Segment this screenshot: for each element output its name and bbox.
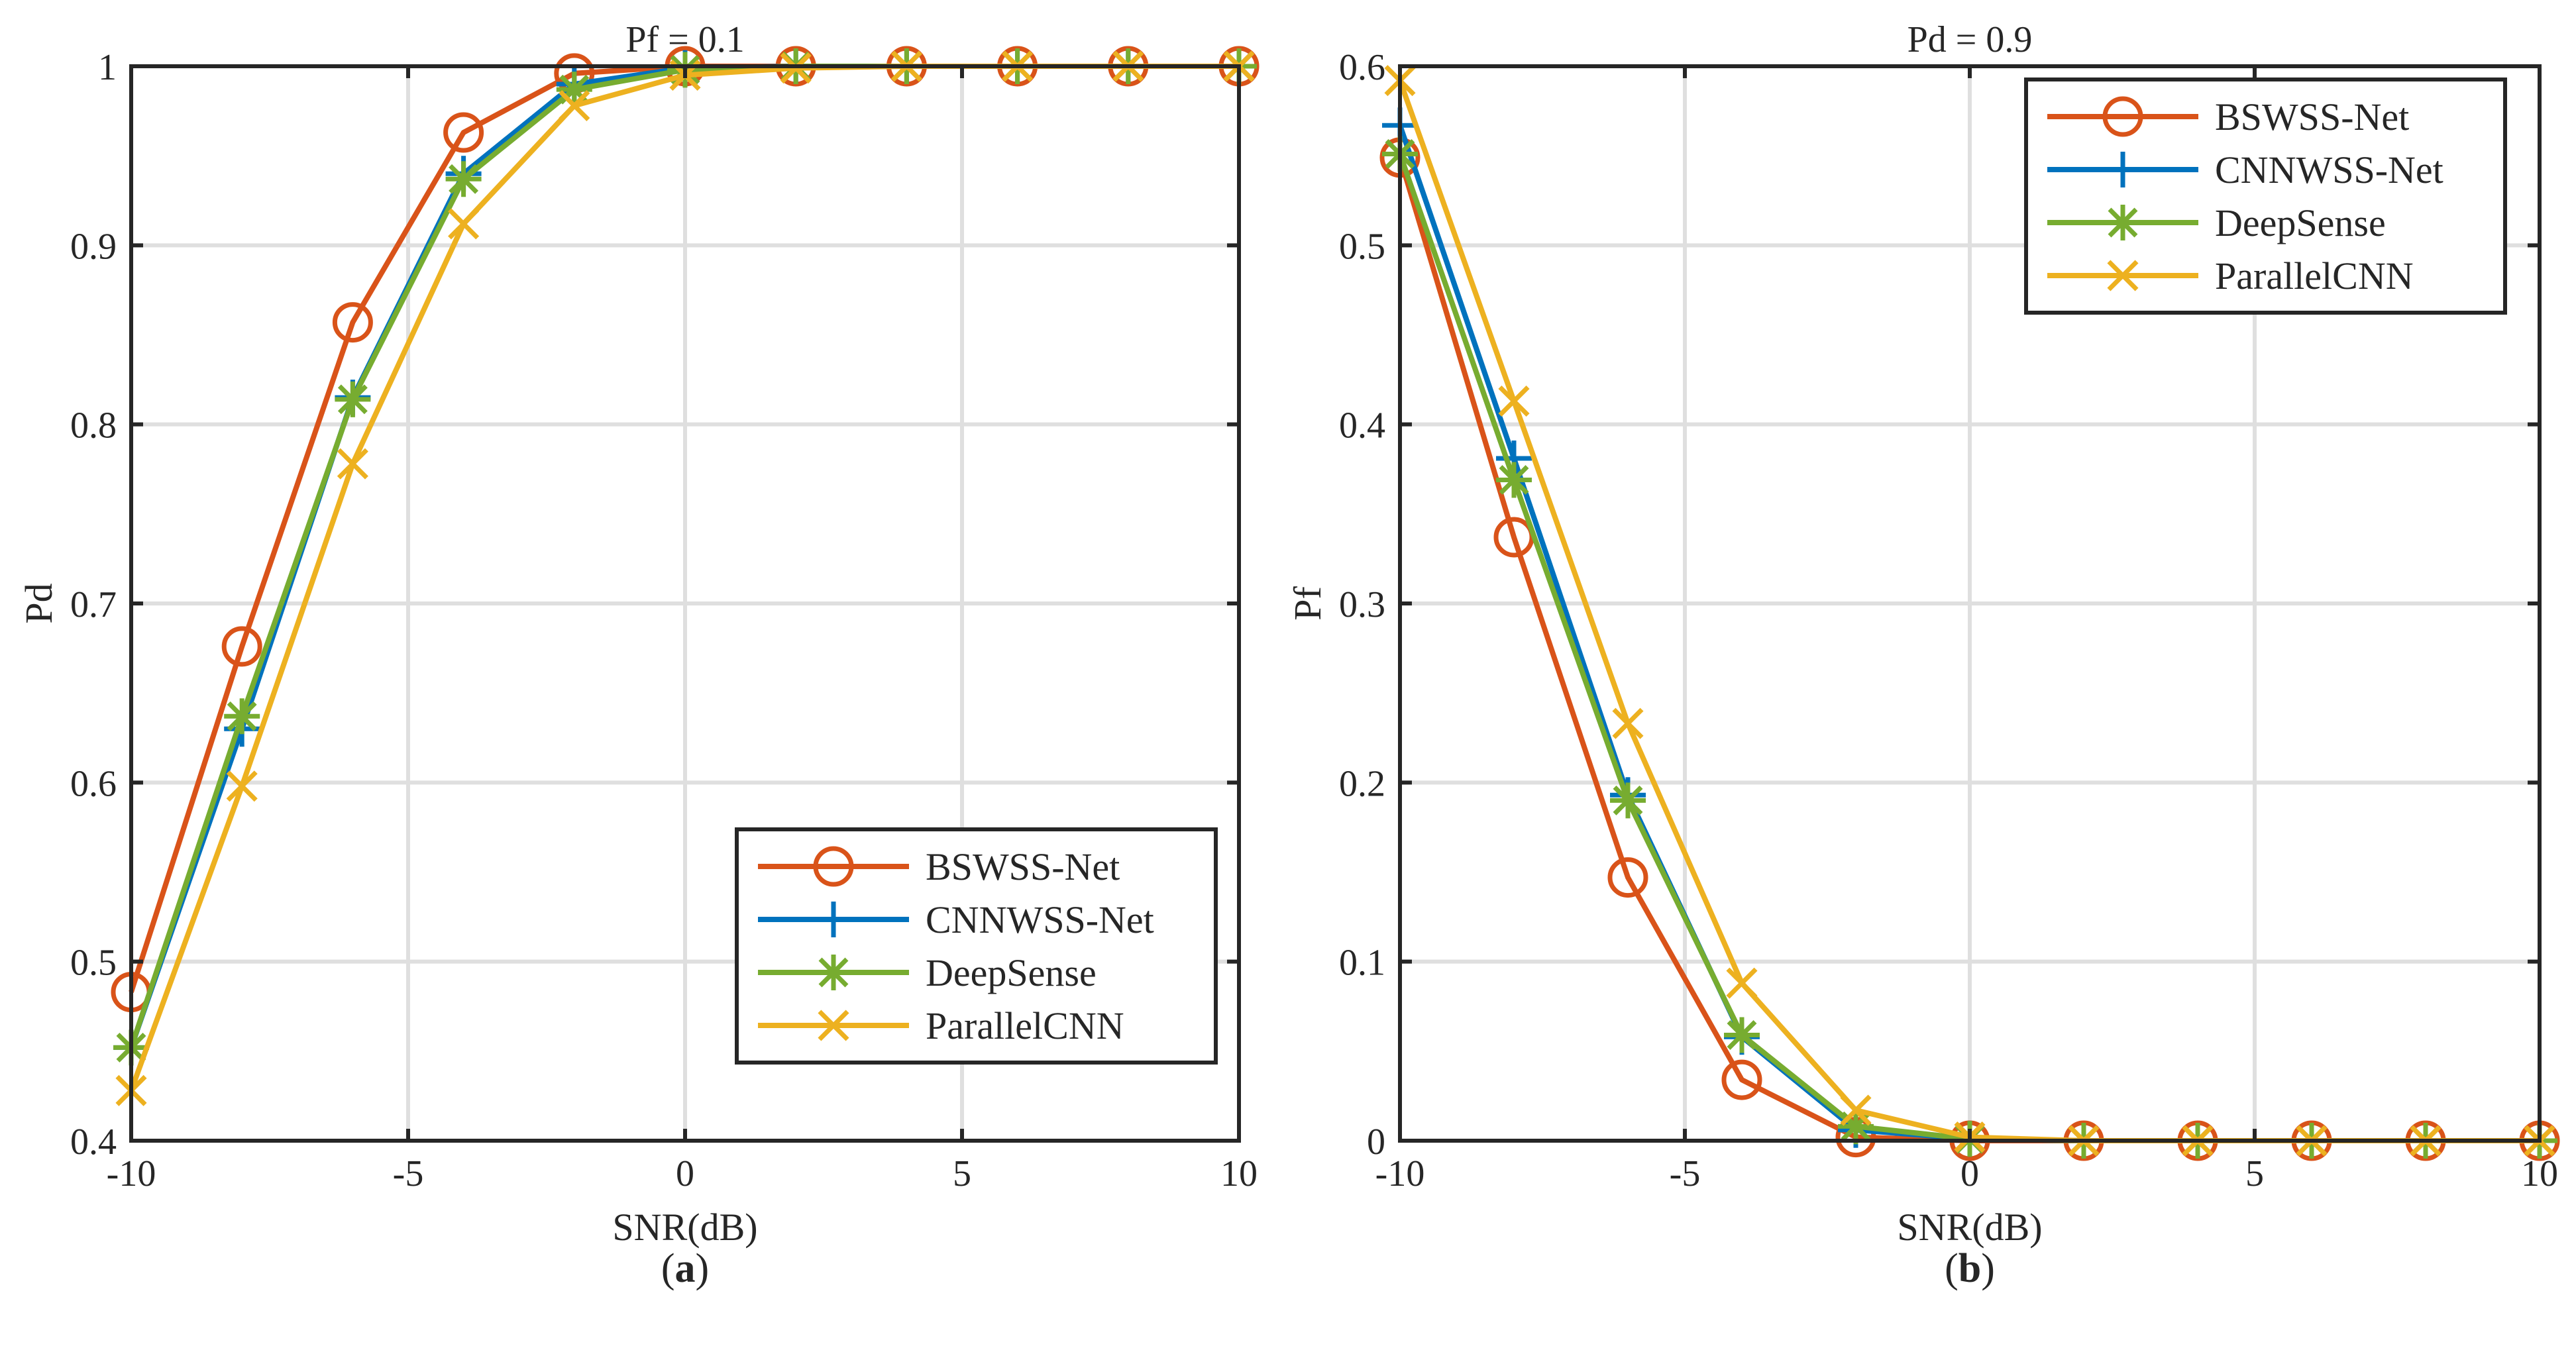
data-point (559, 89, 590, 122)
data-point (335, 381, 371, 417)
x-tick-label: 5 (2245, 1153, 2264, 1194)
x-axis-title: SNR(dB) (612, 1206, 757, 1249)
legend-marker (2105, 152, 2141, 187)
y-tick-label: 0.6 (70, 763, 117, 804)
panel-label-letter: b (1959, 1246, 1981, 1291)
chart-title: Pf = 0.1 (625, 19, 744, 60)
data-point (224, 698, 260, 735)
data-point (1721, 1059, 1762, 1100)
legend-marker (2102, 96, 2143, 137)
legend-label: CNNWSS-Net (2215, 148, 2443, 191)
legend-marker (2105, 205, 2141, 240)
y-tick-label: 0.3 (1339, 584, 1385, 625)
legend-label: BSWSS-Net (2215, 95, 2409, 138)
x-tick-label: 10 (2521, 1153, 2558, 1194)
legend-marker (2107, 260, 2139, 291)
chart-panel-b: -10 -5 0 5 10 0 0.1 0.2 0.3 0.4 0.5 0.6 Pd = 0.9 SNR(… (1286, 19, 2560, 1291)
data-point (1724, 1017, 1760, 1053)
panel-label-letter: a (675, 1246, 696, 1291)
chart-title: Pd = 0.9 (1907, 19, 2033, 60)
data-point (1838, 1108, 1874, 1145)
y-tick-label: 0.5 (70, 943, 117, 984)
data-point (221, 626, 262, 667)
legend-entry: BSWSS-Net (758, 845, 1120, 888)
legend-entry: ParallelCNN (758, 1004, 1124, 1047)
x-tick-label: -10 (107, 1153, 156, 1194)
legend-entry: BSWSS-Net (2047, 95, 2409, 138)
legend-entry: DeepSense (2047, 201, 2386, 244)
data-point (445, 161, 482, 197)
y-tick-label: 0.9 (70, 226, 117, 267)
data-point (1726, 967, 1758, 999)
legend-label: CNNWSS-Net (926, 898, 1154, 941)
data-point (448, 208, 480, 240)
chart-panel-a: -10 -5 0 5 10 0.4 0.5 0.6 0.7 0.8 0.9 1 Pf = 0.1 SNR(… (17, 19, 1260, 1291)
legend-entry: DeepSense (758, 951, 1097, 994)
x-tick-label: 10 (1220, 1153, 1258, 1194)
x-tick-label: 5 (953, 1153, 971, 1194)
legend: BSWSS-Net CNNWSS-Net DeepSense ParallelCNN (2024, 78, 2507, 315)
y-axis-title: Pf (1286, 586, 1329, 621)
data-point (226, 770, 258, 802)
y-axis-title: Pd (17, 583, 60, 623)
data-point (1610, 782, 1646, 819)
data-point (443, 112, 484, 153)
y-tick-label: 0.7 (70, 584, 117, 625)
legend-entry: CNNWSS-Net (758, 898, 1154, 941)
legend-marker (816, 955, 851, 990)
x-axis-title: SNR(dB) (1897, 1206, 2042, 1249)
x-tick-label: 0 (1960, 1153, 1979, 1194)
legend-label: DeepSense (926, 951, 1097, 994)
data-point (332, 302, 373, 343)
y-tick-label: 0 (1367, 1121, 1385, 1163)
y-tick-label: 0.4 (1339, 405, 1385, 446)
data-point (1840, 1094, 1872, 1126)
legend-label: ParallelCNN (2215, 254, 2414, 297)
legend-marker (813, 846, 854, 887)
panel-label: (a) (661, 1246, 709, 1291)
x-tick-label: 0 (676, 1153, 694, 1194)
ticks: -10 -5 0 5 10 0 0.1 0.2 0.3 0.4 0.5 0.6 (1339, 47, 2558, 1194)
legend-label: BSWSS-Net (926, 845, 1120, 888)
legend-label: ParallelCNN (926, 1004, 1124, 1047)
y-tick-label: 0.2 (1339, 763, 1385, 804)
x-tick-label: -10 (1375, 1153, 1425, 1194)
y-tick-label: 1 (98, 47, 117, 88)
legend-marker (816, 902, 851, 937)
y-tick-label: 0.1 (1339, 943, 1385, 984)
legend: BSWSS-Net CNNWSS-Net DeepSense ParallelCNN (735, 827, 1218, 1065)
data-point (1498, 385, 1530, 417)
y-tick-label: 0.6 (1339, 47, 1385, 88)
y-tick-label: 0.8 (70, 405, 117, 446)
panel-label: (b) (1945, 1246, 1995, 1291)
data-point (1607, 857, 1648, 898)
y-tick-label: 0.4 (70, 1121, 117, 1163)
data-point (556, 72, 592, 108)
x-tick-label: -5 (1670, 1153, 1701, 1194)
legend-marker (818, 1010, 849, 1041)
legend-label: DeepSense (2215, 201, 2386, 244)
y-tick-label: 0.5 (1339, 226, 1385, 267)
data-point (337, 448, 368, 480)
x-tick-label: -5 (393, 1153, 424, 1194)
legend-entry: ParallelCNN (2047, 254, 2414, 297)
ticks: -10 -5 0 5 10 0.4 0.5 0.6 0.7 0.8 0.9 1 (70, 47, 1258, 1194)
data-point (1612, 707, 1644, 739)
legend-entry: CNNWSS-Net (2047, 148, 2443, 191)
data-point (1496, 462, 1532, 498)
